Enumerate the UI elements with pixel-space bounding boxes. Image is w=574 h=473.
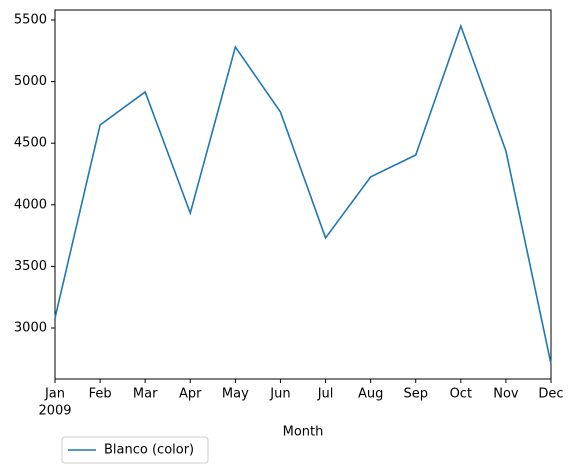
x-tick-label: Feb	[89, 387, 112, 402]
legend-label: Blanco (color)	[104, 443, 194, 458]
x-tick-label: Aug	[358, 387, 383, 402]
y-tick-label: 5500	[14, 12, 47, 27]
x-year-label: 2009	[38, 404, 71, 419]
legend-box	[61, 436, 209, 464]
x-tick-label: Jun	[269, 387, 290, 402]
y-tick-label: 4000	[14, 197, 47, 212]
y-tick-label: 3000	[14, 320, 47, 335]
x-tick-label: Sep	[403, 387, 428, 402]
x-tick-label: May	[222, 387, 249, 402]
x-tick-label: Jul	[317, 387, 334, 402]
x-axis-label: Month	[283, 425, 324, 440]
x-tick-label: Apr	[179, 387, 202, 402]
x-tick-label: Nov	[493, 387, 519, 402]
x-tick-label: Dec	[538, 387, 563, 402]
y-tick-label: 3500	[14, 259, 47, 274]
x-tick-label: Jan	[44, 387, 65, 402]
plot-frame	[54, 9, 552, 380]
y-tick-label: 4500	[14, 136, 47, 151]
line-series	[54, 23, 552, 365]
x-tick-label: Mar	[133, 387, 158, 402]
x-tick-label: Oct	[450, 387, 472, 402]
y-tick-label: 5000	[14, 74, 47, 89]
